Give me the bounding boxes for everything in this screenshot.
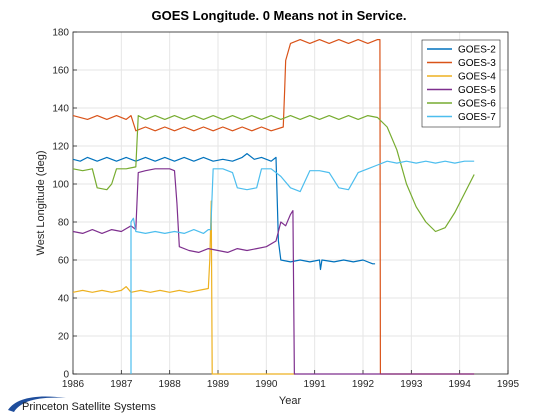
y-tick-label: 20 [58,332,70,343]
series-line-goes-2 [72,153,376,271]
y-tick-label: 100 [52,180,69,191]
y-axis: 0 20 40 60 80 100 120 140 160 180 [52,28,77,381]
x-tick-label: 1986 [62,379,85,390]
x-tick-label: 1988 [159,379,182,390]
legend-box [421,39,501,128]
legend: GOES-2 GOES-3 GOES-4 GOES-5 GOES-6 GOES-7 [421,39,501,128]
y-tick-label: 160 [52,66,69,77]
legend-label: GOES-4 [458,72,496,83]
legend-label: GOES-6 [458,99,496,110]
x-tick-label: 1991 [304,379,327,390]
x-axis-label: Year [279,395,302,407]
series-line-goes-5 [72,168,475,375]
x-tick-label: 1989 [207,379,230,390]
x-tick-label: 1987 [110,379,133,390]
x-tick-label: 1990 [255,379,278,390]
legend-label: GOES-5 [458,85,496,96]
chart-title: GOES Longitude. 0 Means not in Service. [152,8,407,23]
series-line-goes-4 [72,200,296,375]
x-tick-label: 1994 [449,379,472,390]
y-tick-label: 140 [52,104,69,115]
series-line-goes-6 [72,114,475,233]
series-line-goes-3 [72,38,475,375]
x-tick-label: 1992 [352,379,375,390]
y-axis-label: West Longitude (deg) [35,151,47,256]
y-tick-label: 40 [58,294,70,305]
logo-text: Princeton Satellite Systems [22,401,156,413]
legend-label: GOES-2 [458,45,496,56]
y-tick-label: 0 [63,370,69,381]
y-tick-label: 80 [58,218,70,229]
y-tick-label: 180 [52,28,69,39]
legend-label: GOES-7 [458,112,496,123]
x-tick-label: 1995 [497,379,520,390]
series-line-goes-7 [130,160,475,374]
y-tick-label: 120 [52,142,69,153]
logo-swoosh-icon [8,396,66,412]
company-logo [8,396,66,412]
legend-label: GOES-3 [458,58,496,69]
series-group [72,38,475,375]
x-tick-label: 1993 [400,379,423,390]
y-tick-label: 60 [58,256,70,267]
x-axis: 1986 1987 1988 1989 1990 1991 1992 1993 1994 1995 [62,370,520,390]
